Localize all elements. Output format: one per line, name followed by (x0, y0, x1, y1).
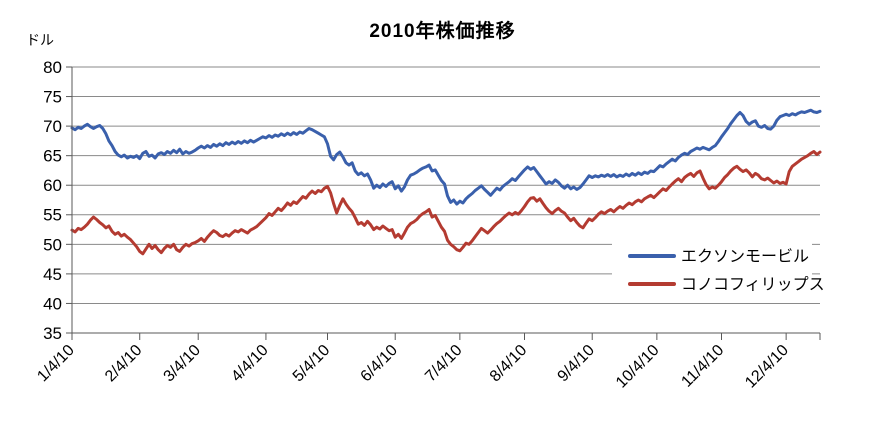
series-line-1 (70, 150, 822, 256)
x-axis-label: 6/4/10 (358, 342, 402, 386)
x-axis-label: 5/4/10 (290, 342, 334, 386)
legend-background (612, 240, 812, 302)
y-axis-label: 55 (43, 206, 62, 225)
y-axis-label: 75 (43, 88, 62, 107)
series-line-0 (70, 108, 822, 206)
y-axis-label: 70 (43, 117, 62, 136)
y-axis-unit-label: ドル (26, 32, 54, 48)
chart-title: 2010年株価推移 (369, 21, 516, 42)
y-axis-label: 45 (43, 265, 62, 284)
x-axis-label: 3/4/10 (161, 342, 205, 386)
x-axis-label: 2/4/10 (102, 342, 146, 386)
y-axis-label: 50 (43, 235, 62, 254)
x-axis-label: 11/4/10 (678, 342, 727, 391)
x-axis-label: 8/4/10 (487, 342, 531, 386)
x-axis-label: 1/4/10 (34, 342, 78, 386)
x-axis-label: 4/4/10 (228, 342, 272, 386)
legend-label-0: エクソンモービル (681, 248, 809, 266)
legend-label-1: コノコフィリップス (681, 276, 825, 294)
x-axis-label: 9/4/10 (555, 342, 599, 386)
y-axis-label: 80 (43, 58, 62, 77)
x-axis-label: 7/4/10 (422, 342, 466, 386)
x-axis-label: 10/4/10 (613, 342, 663, 392)
y-axis-label: 60 (43, 176, 62, 195)
y-axis-label: 35 (43, 324, 62, 343)
x-axis-label: 12/4/10 (742, 342, 792, 392)
y-axis-label: 65 (43, 147, 62, 166)
y-axis-label: 40 (43, 294, 62, 313)
